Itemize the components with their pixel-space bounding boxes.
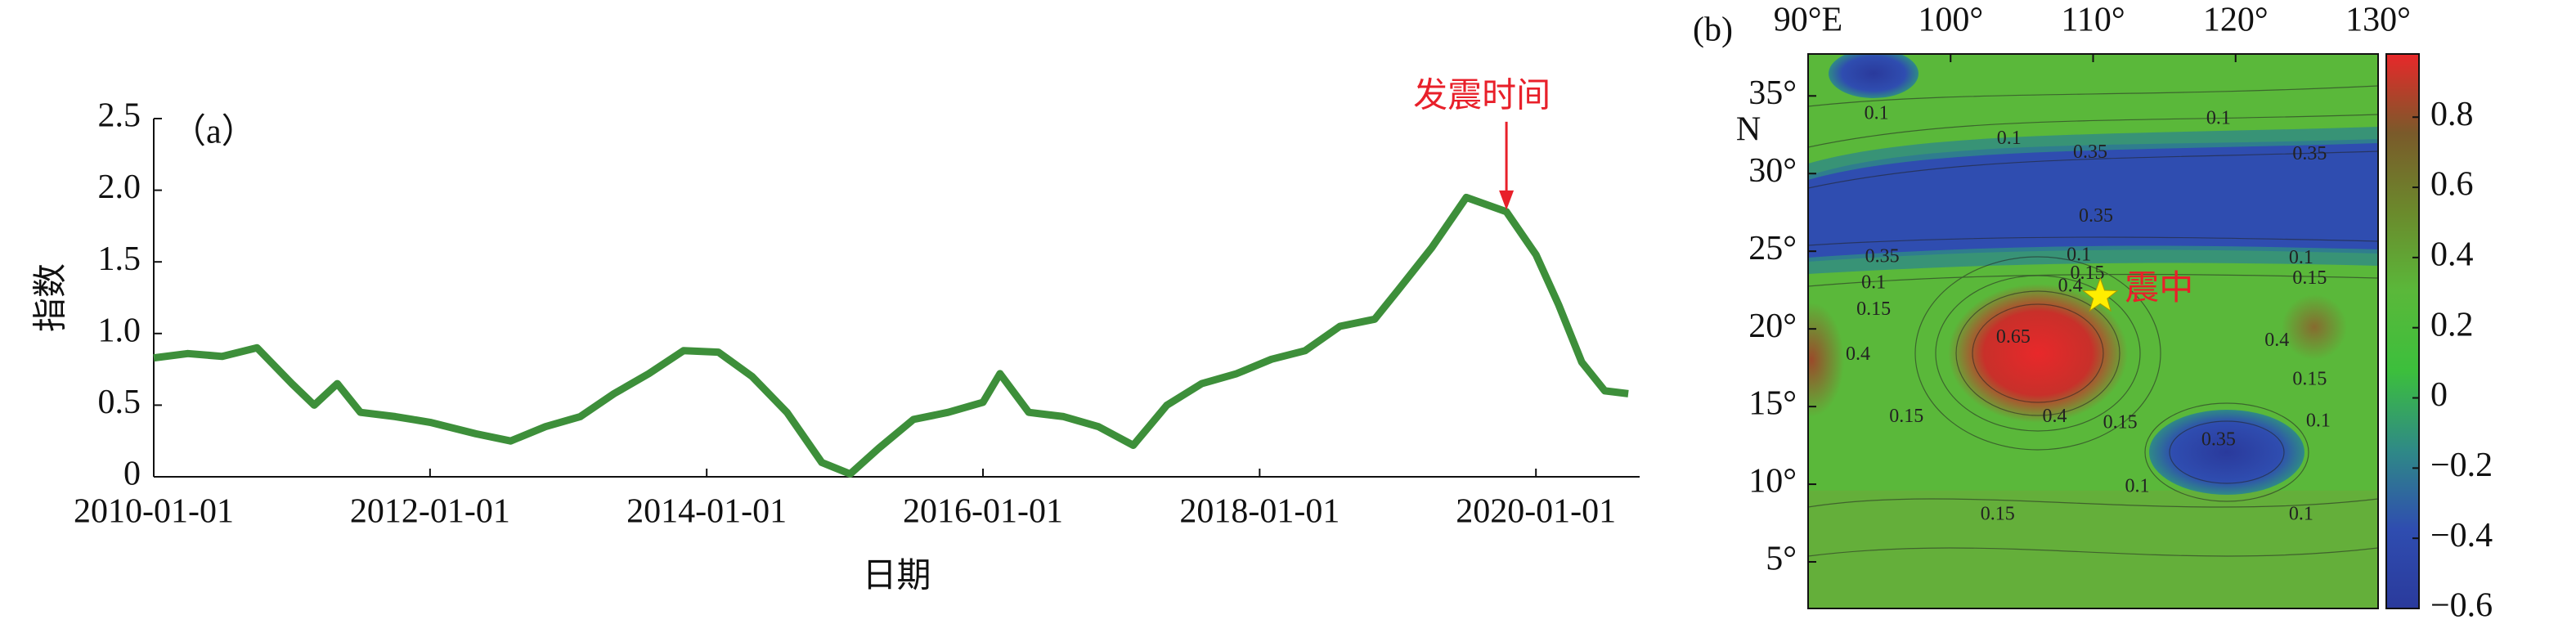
contour-label: 0.65 [1996, 326, 2031, 348]
y-tick-label: 10° [1748, 463, 1797, 501]
contour-label: 0.15 [2103, 412, 2138, 433]
annotation-text: 发震时间 [1413, 78, 1551, 115]
epicenter-star [2081, 276, 2119, 312]
contour-label: 0.15 [2071, 263, 2105, 284]
y-tick-label: 35° [1748, 74, 1797, 112]
y-tick-label: 20° [1748, 308, 1797, 345]
y-tick-label: 15° [1748, 385, 1797, 423]
contour-label: 0.1 [1997, 128, 2022, 149]
colorbar-tick-label: −0.6 [2430, 587, 2493, 625]
y-tick-label: 0 [123, 456, 141, 493]
colorbar [2385, 53, 2420, 609]
x-tick-label: 2010-01-01 [74, 493, 234, 531]
colorbar-tick-label: 0.2 [2430, 306, 2474, 343]
colorbar-tick-label: 0.6 [2430, 166, 2474, 204]
y-axis-label: N [1736, 111, 1761, 149]
x-tick-label: 90°E [1774, 2, 1842, 39]
contour-label: 0.15 [2292, 267, 2327, 289]
contour-label: 0.15 [1981, 504, 2015, 525]
contour-label: 0.1 [1861, 272, 1886, 294]
panel-label: （a） [172, 114, 256, 151]
y-tick-label: 0.5 [98, 384, 141, 421]
contour-label: 0.35 [2201, 429, 2236, 450]
contour-label: 0.1 [2125, 475, 2150, 496]
y-tick-label: 25° [1748, 230, 1797, 267]
colorbar-tick-label: 0 [2430, 376, 2448, 414]
contour-label: 0.35 [2073, 141, 2107, 163]
x-axis-label: 日期 [862, 558, 931, 595]
x-tick-label: 2016-01-01 [903, 493, 1063, 531]
contour-label: 0.1 [2067, 244, 2091, 265]
contour-label: 0.1 [2306, 411, 2331, 432]
x-tick-label: 2014-01-01 [626, 493, 787, 531]
map-field [1808, 54, 2378, 608]
x-tick-label: 130° [2345, 2, 2411, 39]
x-tick-label: 2012-01-01 [350, 493, 510, 531]
contour-label: 0.35 [2079, 205, 2113, 227]
y-tick-label: 1.0 [98, 312, 141, 349]
contour-label: 0.35 [2292, 143, 2327, 164]
y-tick-label: 30° [1748, 152, 1797, 190]
contour-label: 0.4 [2058, 275, 2083, 296]
contour-label: 0.35 [1865, 245, 1900, 267]
x-tick-label: 100° [1918, 2, 1983, 39]
data-line [153, 193, 1629, 478]
contour-label: 0.4 [1846, 343, 1870, 365]
contour-label: 0.15 [2292, 368, 2327, 389]
colorbar-tick-label: 0.4 [2430, 236, 2474, 274]
y-axis-label: 指数 [33, 263, 70, 332]
colorbar-tick-label: 0.8 [2430, 96, 2474, 133]
x-tick-label: 110° [2061, 2, 2125, 39]
contour-label: 0.1 [2289, 504, 2313, 525]
x-tick-label: 2020-01-01 [1456, 493, 1616, 531]
x-tick-label: 2018-01-01 [1179, 493, 1340, 531]
contour-label: 0.15 [1856, 299, 1891, 320]
annotation-arrowhead [1499, 190, 1515, 210]
contour-label: 0.4 [2264, 330, 2289, 351]
contour-label: 0.15 [1889, 406, 1923, 427]
y-tick-label: 5° [1766, 541, 1797, 578]
panel-label: (b) [1693, 11, 1733, 49]
contour-label: 0.1 [2206, 107, 2231, 128]
epicenter-label: 震中 [2125, 270, 2193, 308]
y-tick-label: 1.5 [98, 240, 141, 278]
contour-label: 0.4 [2042, 406, 2067, 427]
contour-label: 0.1 [1865, 103, 1889, 124]
contour-label: 0.1 [2289, 247, 2313, 268]
y-tick-label: 2.0 [98, 168, 141, 206]
colorbar-tick-label: −0.2 [2430, 447, 2493, 484]
colorbar-tick-label: −0.4 [2430, 517, 2493, 554]
x-tick-label: 120° [2203, 2, 2269, 39]
y-tick-label: 2.5 [98, 97, 141, 135]
